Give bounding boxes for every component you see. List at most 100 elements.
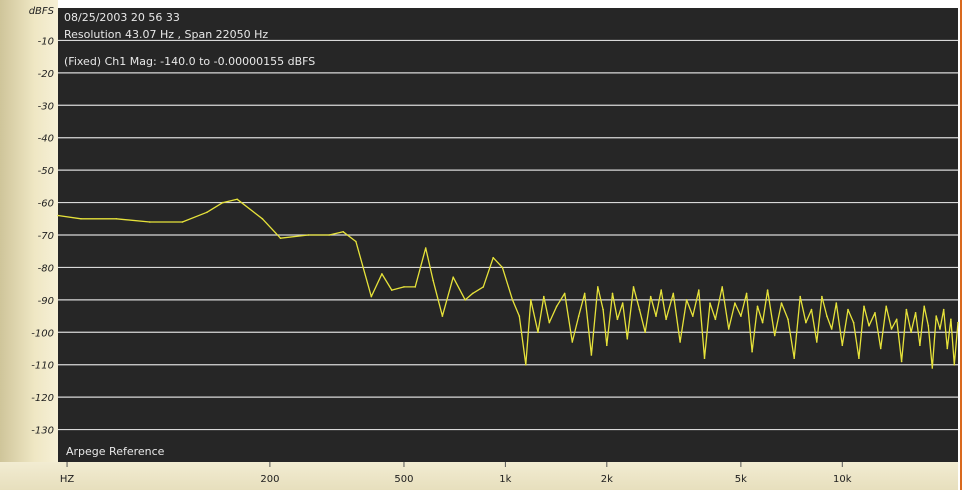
y-axis-panel [0, 0, 58, 490]
y-axis-ticks: dBFS -10 -20 -30 -40 -50 -60 -70 -80 -90 -100 -110 -… [29, 6, 55, 437]
data-point [511, 299, 514, 301]
data-point [660, 289, 662, 291]
reference-label: Arpege Reference [66, 445, 165, 458]
data-point [900, 360, 903, 363]
data-point [616, 318, 619, 321]
y-tick-label: -30 [38, 101, 54, 112]
data-point [672, 292, 675, 295]
data-point [655, 315, 657, 317]
data-point [734, 302, 736, 304]
data-point [432, 279, 434, 282]
data-point [626, 338, 629, 340]
data-point [236, 198, 238, 201]
data-point [740, 315, 742, 317]
data-point [847, 308, 849, 311]
x-tick-label: 1k [499, 474, 511, 485]
data-point [852, 321, 855, 324]
data-point [644, 331, 646, 334]
grid-lines [58, 39, 958, 431]
data-point [530, 299, 532, 301]
data-point [583, 292, 586, 295]
data-point [766, 289, 769, 291]
data-point [355, 240, 357, 243]
data-point [563, 292, 566, 295]
data-point [501, 266, 504, 269]
data-point [525, 363, 527, 366]
data-point [611, 292, 614, 295]
data-point [939, 328, 941, 330]
magnitude-range-text: (Fixed) Ch1 Mag: -140.0 to -0.00000155 d… [64, 55, 315, 68]
data-point [632, 286, 635, 288]
data-point [261, 218, 264, 220]
y-tick-label: -80 [38, 263, 54, 274]
data-point [957, 321, 959, 324]
x-axis-panel [0, 462, 958, 490]
data-point [424, 247, 427, 249]
data-point [471, 292, 474, 295]
data-point [816, 341, 818, 343]
x-tick-label: HZ [60, 474, 75, 485]
data-point [927, 325, 930, 327]
data-point [577, 315, 580, 317]
data-point [679, 341, 681, 343]
data-point [548, 321, 551, 324]
data-point [222, 201, 224, 204]
x-tick-label: 200 [260, 474, 279, 485]
data-point [149, 221, 151, 223]
data-point [464, 299, 467, 301]
data-point [80, 218, 82, 220]
data-point [685, 299, 688, 301]
data-point [910, 331, 912, 334]
data-point [885, 305, 887, 308]
y-tick-label: -100 [31, 328, 54, 339]
data-point [942, 308, 945, 311]
data-point [492, 256, 495, 259]
data-point [773, 334, 776, 337]
y-tick-label: -10 [38, 36, 54, 47]
data-point [914, 312, 917, 314]
data-point [597, 286, 599, 288]
data-point [518, 315, 521, 317]
y-tick-label: dBFS [29, 6, 55, 17]
data-point [698, 289, 700, 291]
x-tick-label: 10k [833, 474, 852, 485]
data-point [555, 305, 558, 308]
y-tick-label: -120 [31, 393, 54, 404]
data-point [452, 276, 455, 279]
data-point [279, 237, 282, 239]
y-tick-label: -40 [38, 134, 54, 145]
y-tick-label: -110 [31, 361, 54, 372]
data-point [890, 328, 893, 330]
right-accent-line [960, 0, 962, 490]
data-point [810, 308, 813, 311]
data-point [868, 325, 870, 327]
data-point [727, 328, 730, 330]
data-point [381, 273, 383, 275]
data-point [745, 292, 748, 295]
data-point [391, 289, 393, 291]
data-point [328, 234, 331, 236]
y-tick-label: -60 [38, 199, 54, 210]
data-point [649, 295, 652, 298]
data-point [751, 350, 753, 353]
data-point [874, 312, 876, 314]
data-point [879, 347, 882, 350]
data-point [950, 318, 952, 321]
data-point [714, 318, 717, 321]
x-tick-label: 5k [735, 474, 747, 485]
data-point [895, 318, 898, 321]
y-tick-label: -130 [31, 426, 54, 437]
data-point [821, 295, 823, 298]
x-axis-ticks: HZ 200 500 1k 2k 5k 10k [60, 462, 852, 485]
data-point [841, 344, 844, 347]
data-point [638, 308, 641, 311]
data-point [370, 295, 373, 298]
data-point [57, 214, 59, 217]
data-point [858, 357, 860, 360]
data-point [342, 231, 345, 233]
data-point [115, 218, 118, 220]
data-point [756, 305, 759, 308]
x-tick-label: 2k [601, 474, 613, 485]
